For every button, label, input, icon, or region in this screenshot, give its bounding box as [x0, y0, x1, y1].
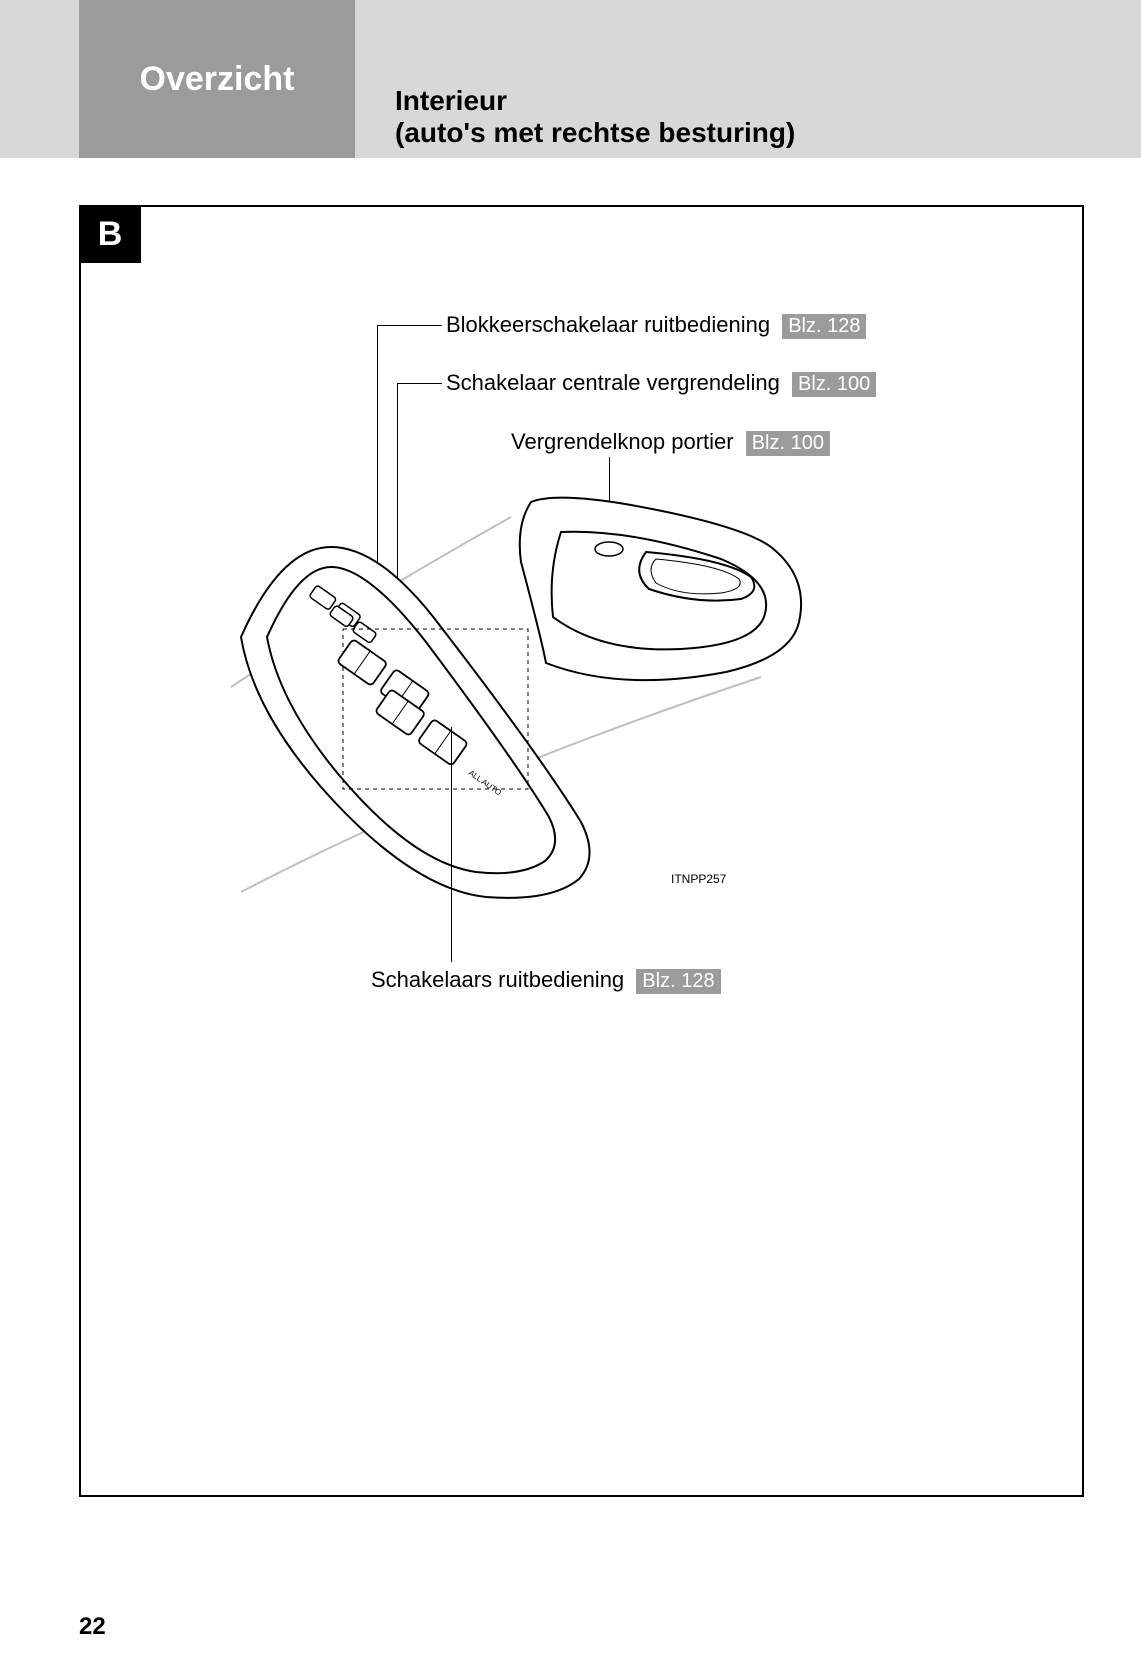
- page: Overzicht Interieur (auto's met rechtse …: [0, 0, 1141, 1653]
- page-number: 22: [79, 1613, 106, 1641]
- title-line1: Interieur: [395, 85, 795, 117]
- callout-4-text: Schakelaars ruitbediening: [371, 967, 624, 992]
- leader-2h: [397, 383, 442, 384]
- leader-1h: [377, 325, 442, 326]
- corner-badge-text: B: [98, 215, 123, 254]
- title-block: Interieur (auto's met rechtse besturing): [395, 85, 795, 149]
- leader-4v: [451, 727, 452, 962]
- callout-1: Blokkeerschakelaar ruitbediening Blz. 12…: [446, 312, 866, 339]
- callout-4: Schakelaars ruitbediening Blz. 128: [371, 967, 721, 994]
- image-code: ITNPP257: [671, 872, 726, 886]
- callout-3-text: Vergrendelknop portier: [511, 429, 734, 454]
- main-box: B Blokkeerschakelaar ruitbediening Blz. …: [79, 205, 1084, 1497]
- corner-badge: B: [79, 205, 141, 263]
- callout-4-ref: Blz. 128: [636, 969, 720, 994]
- callout-2: Schakelaar centrale vergrendeling Blz. 1…: [446, 370, 876, 397]
- callout-2-ref: Blz. 100: [792, 372, 876, 397]
- callout-1-text: Blokkeerschakelaar ruitbediening: [446, 312, 770, 337]
- section-tab: Overzicht: [79, 0, 355, 158]
- door-handle-recess: [520, 498, 801, 681]
- callout-2-text: Schakelaar centrale vergrendeling: [446, 370, 780, 395]
- diagram-area: ALL AUTO: [201, 477, 841, 937]
- door-panel-diagram: ALL AUTO: [201, 477, 841, 937]
- callout-3-ref: Blz. 100: [746, 431, 830, 456]
- callout-1-ref: Blz. 128: [782, 314, 866, 339]
- callout-3: Vergrendelknop portier Blz. 100: [511, 429, 830, 456]
- title-line2: (auto's met rechtse besturing): [395, 117, 795, 149]
- section-label: Overzicht: [140, 60, 295, 99]
